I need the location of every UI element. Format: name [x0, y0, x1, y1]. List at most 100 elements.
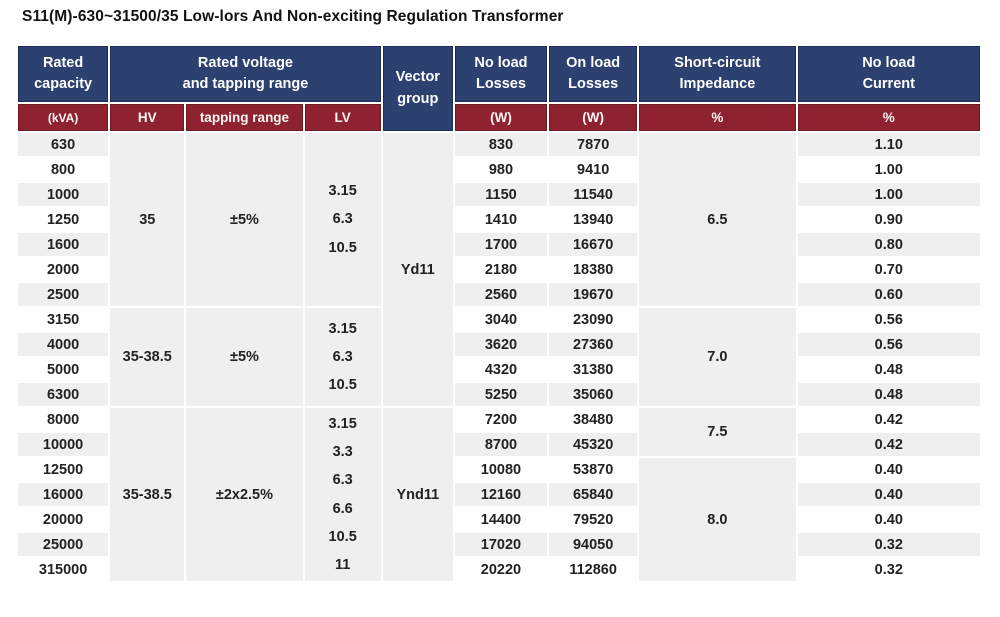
no-load-current-cell: 0.42 — [797, 408, 980, 431]
no-load-losses-cell: 10080 — [454, 458, 548, 481]
capacity-cell: 10000 — [18, 433, 109, 456]
no-load-current-cell: 0.60 — [797, 283, 980, 306]
on-load-losses-cell: 27360 — [549, 333, 638, 356]
table-row: 20000 14400 79520 0.40 — [18, 508, 980, 531]
impedance-cell: 7.0 — [639, 308, 796, 406]
table-body: 630 35 ±5% 3.15 6.3 10.5 Yd11 830 7870 6.5 1.10 8… — [18, 133, 980, 581]
header-vector-group: Vector group — [382, 46, 453, 131]
capacity-cell: 1000 — [18, 183, 109, 206]
table-row: 630 35 ±5% 3.15 6.3 10.5 Yd11 830 7870 6.5 1.10 — [18, 133, 980, 406]
no-load-losses-cell: 8700 — [454, 433, 548, 456]
table-row: 1250 1410 13940 0.90 — [18, 208, 980, 231]
table-row: 25000 17020 94050 0.32 — [18, 533, 980, 556]
on-load-losses-cell: 79520 — [549, 508, 638, 531]
table-row: 3150 35-38.5 ±5% 3.15 6.3 10.5 3040 23090 7.0 0… — [18, 308, 980, 406]
no-load-current-cell: 0.40 — [797, 508, 980, 531]
no-load-current-cell: 1.10 — [797, 133, 980, 156]
no-load-current-cell: 0.40 — [797, 458, 980, 481]
no-load-losses-cell: 980 — [454, 158, 548, 181]
capacity-cell: 16000 — [18, 483, 109, 506]
capacity-cell: 8000 — [18, 408, 109, 431]
impedance-cell: 7.5 — [639, 408, 796, 456]
on-load-losses-cell: 13940 — [549, 208, 638, 231]
on-load-losses-cell: 19670 — [549, 283, 638, 306]
no-load-losses-cell: 3620 — [454, 333, 548, 356]
table-row: 800 980 9410 1.00 — [18, 158, 980, 181]
no-load-current-cell: 0.40 — [797, 483, 980, 506]
table-row: 4000 3620 27360 0.56 — [18, 333, 980, 356]
no-load-losses-cell: 3040 — [454, 308, 548, 331]
no-load-losses-cell: 1150 — [454, 183, 548, 206]
page-title: S11(M)-630~31500/35 Low-lors And Non-exc… — [22, 8, 564, 25]
no-load-current-cell: 0.90 — [797, 208, 980, 231]
capacity-cell: 3150 — [18, 308, 109, 331]
subheader-kva-unit: (kVA) — [18, 104, 109, 131]
capacity-cell: 800 — [18, 158, 109, 181]
on-load-losses-cell: 65840 — [549, 483, 638, 506]
subheader-lv: LV — [304, 104, 381, 131]
tapping-range-cell: ±5% — [186, 133, 303, 306]
lv-cell: 3.15 6.3 10.5 — [304, 308, 381, 406]
subheader-impedance-percent: % — [639, 104, 796, 131]
no-load-current-cell: 0.56 — [797, 308, 980, 331]
subheader-w-unit-onload: (W) — [549, 104, 638, 131]
no-load-losses-cell: 5250 — [454, 383, 548, 406]
subheader-tapping-range: tapping range — [186, 104, 303, 131]
capacity-cell: 6300 — [18, 383, 109, 406]
no-load-current-cell: 0.70 — [797, 258, 980, 281]
no-load-losses-cell: 7200 — [454, 408, 548, 431]
header-rated-capacity: Rated capacity — [18, 46, 109, 102]
table-row: 6300 5250 35060 0.48 — [18, 383, 980, 406]
no-load-current-cell: 0.48 — [797, 383, 980, 406]
on-load-losses-cell: 31380 — [549, 358, 638, 381]
no-load-losses-cell: 1700 — [454, 233, 548, 256]
capacity-cell: 12500 — [18, 458, 109, 481]
no-load-current-cell: 0.48 — [797, 358, 980, 381]
on-load-losses-cell: 53870 — [549, 458, 638, 481]
tapping-range-cell: ±2x2.5% — [186, 408, 303, 581]
no-load-losses-cell: 17020 — [454, 533, 548, 556]
impedance-cell: 6.5 — [639, 133, 796, 306]
no-load-losses-cell: 2560 — [454, 283, 548, 306]
on-load-losses-cell: 11540 — [549, 183, 638, 206]
impedance-cell: 8.0 — [639, 458, 796, 581]
no-load-current-cell: 0.56 — [797, 333, 980, 356]
no-load-current-cell: 0.80 — [797, 233, 980, 256]
no-load-current-cell: 0.42 — [797, 433, 980, 456]
table-row: 10000 8700 45320 0.42 — [18, 433, 980, 456]
header-no-load-current: No load Current — [797, 46, 980, 102]
on-load-losses-cell: 94050 — [549, 533, 638, 556]
no-load-current-cell: 0.32 — [797, 558, 980, 581]
subheader-w-unit-noload: (W) — [454, 104, 548, 131]
table-row: 12500 10080 53870 8.0 0.40 — [18, 458, 980, 581]
subheader-current-percent: % — [797, 104, 980, 131]
table-row: 315000 20220 112860 0.32 — [18, 558, 980, 581]
capacity-cell: 2500 — [18, 283, 109, 306]
capacity-cell: 315000 — [18, 558, 109, 581]
table-row: 2500 2560 19670 0.60 — [18, 283, 980, 306]
transformer-spec-table: Rated capacity Rated voltage and tapping … — [16, 44, 982, 583]
no-load-losses-cell: 20220 — [454, 558, 548, 581]
header-no-load-losses: No load Losses — [454, 46, 548, 102]
no-load-current-cell: 0.32 — [797, 533, 980, 556]
no-load-current-cell: 1.00 — [797, 158, 980, 181]
capacity-cell: 5000 — [18, 358, 109, 381]
no-load-current-cell: 1.00 — [797, 183, 980, 206]
subheader-hv: HV — [110, 104, 185, 131]
table-row: 1600 1700 16670 0.80 — [18, 233, 980, 256]
capacity-cell: 2000 — [18, 258, 109, 281]
capacity-cell: 25000 — [18, 533, 109, 556]
capacity-cell: 630 — [18, 133, 109, 156]
on-load-losses-cell: 16670 — [549, 233, 638, 256]
table-header: Rated capacity Rated voltage and tapping … — [18, 46, 980, 131]
lv-cell: 3.15 3.3 6.3 6.6 10.5 11 — [304, 408, 381, 581]
on-load-losses-cell: 35060 — [549, 383, 638, 406]
tapping-range-cell: ±5% — [186, 308, 303, 406]
header-on-load-losses: On load Losses — [549, 46, 638, 102]
vector-group-cell: Ynd11 — [382, 408, 453, 581]
table-row: 8000 35-38.5 ±2x2.5% 3.15 3.3 6.3 6.6 10.5 … — [18, 408, 980, 581]
table-row: 16000 12160 65840 0.40 — [18, 483, 980, 506]
hv-cell: 35 — [110, 133, 185, 306]
capacity-cell: 1250 — [18, 208, 109, 231]
capacity-cell: 4000 — [18, 333, 109, 356]
